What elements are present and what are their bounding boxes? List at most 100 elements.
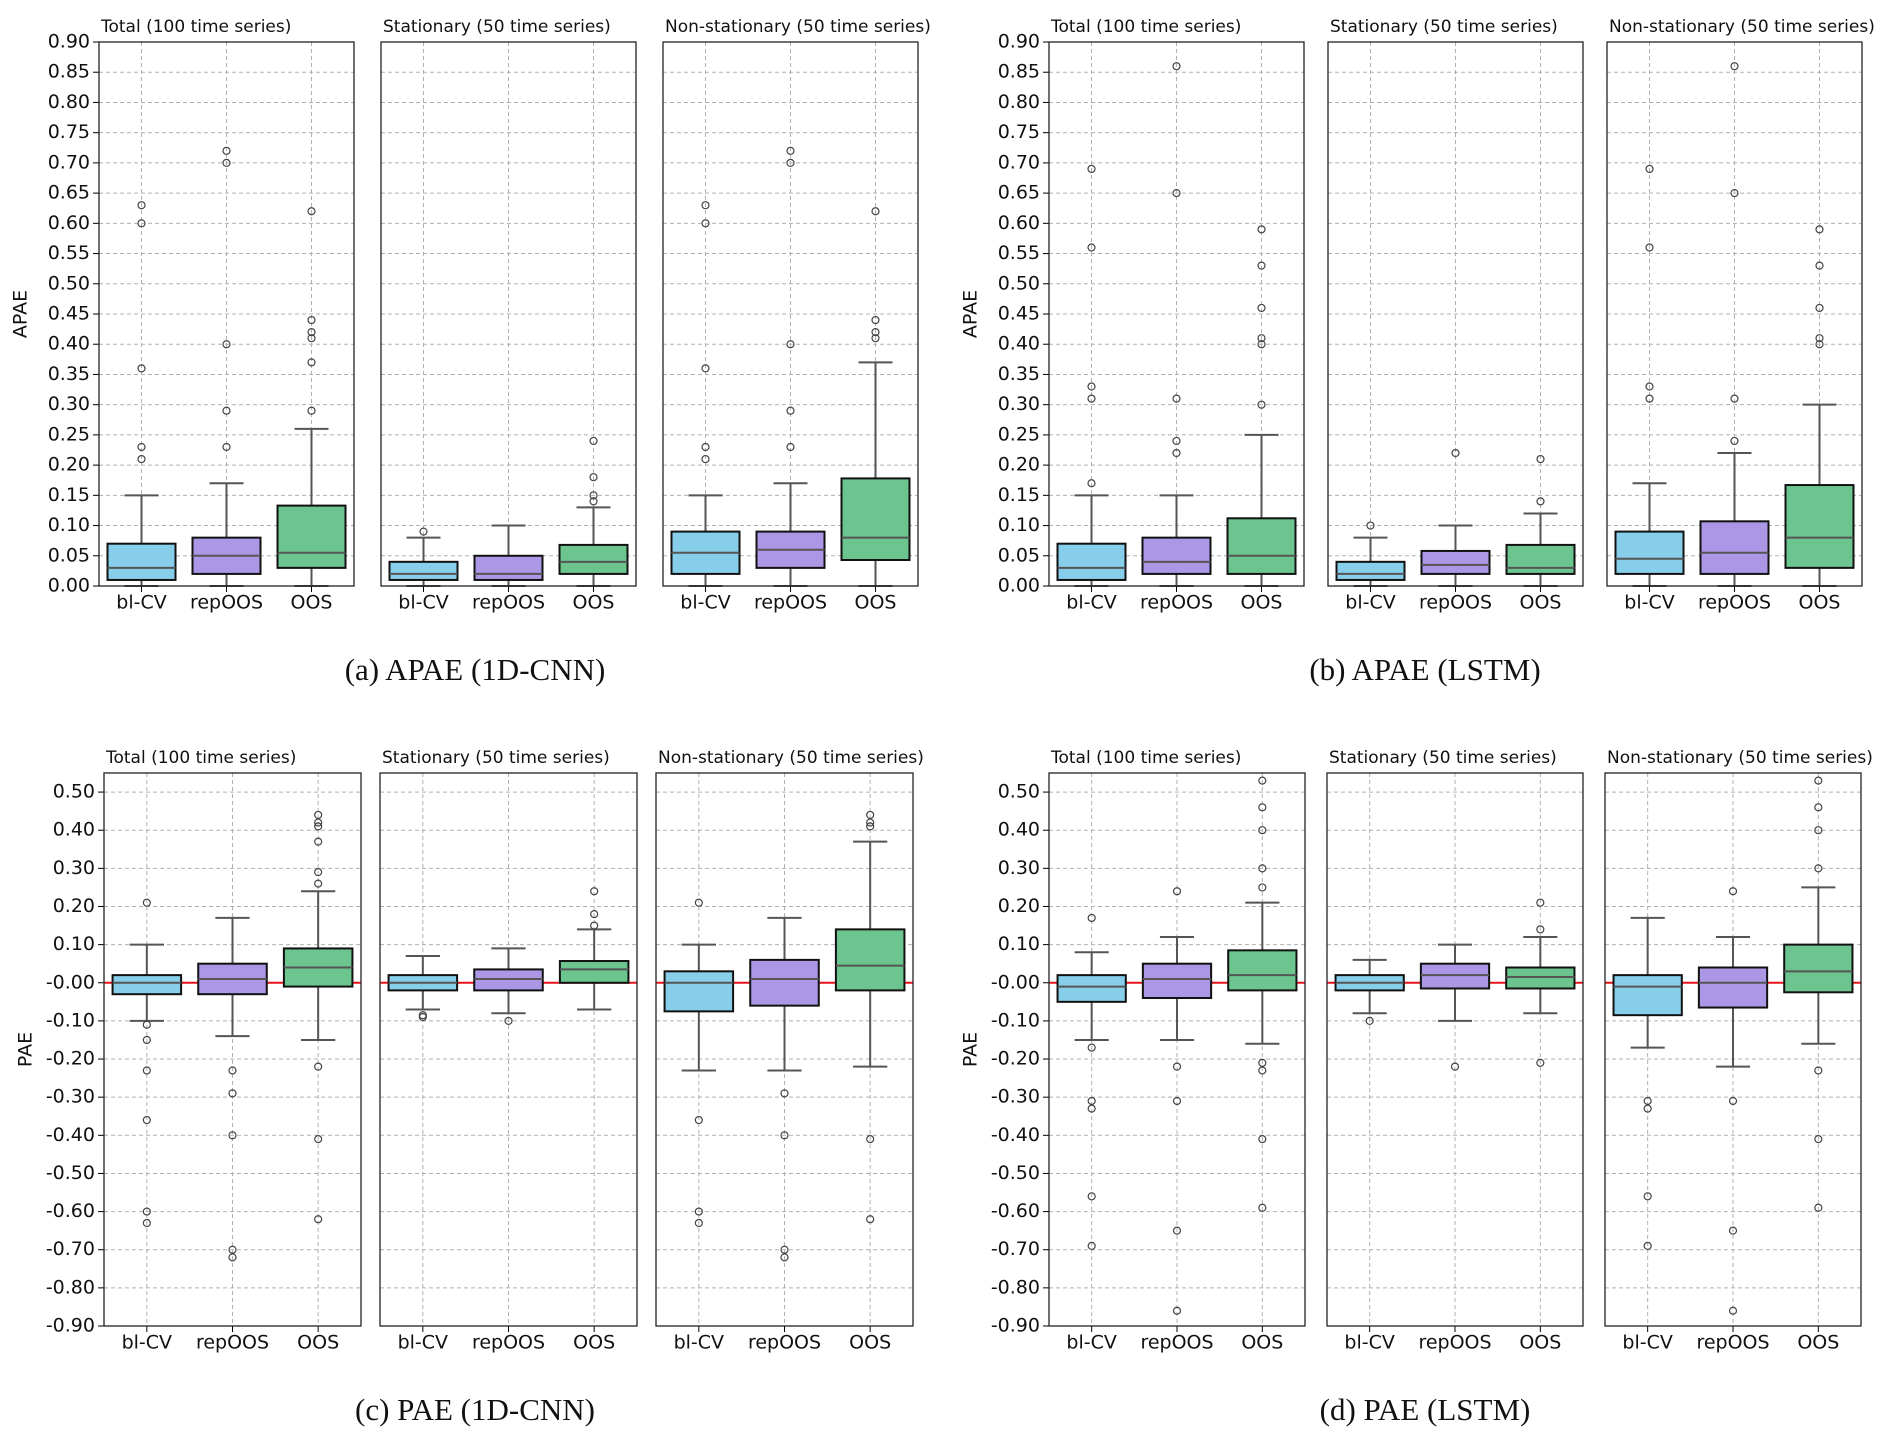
outlier [1172, 394, 1181, 403]
outlier [222, 340, 231, 349]
x-tick-label: bl-CV [680, 592, 730, 614]
outlier [1814, 1135, 1823, 1144]
outlier [222, 146, 231, 155]
y-tick-label: 0.85 [48, 61, 90, 83]
outlier [1814, 864, 1823, 873]
x-tick-label: repOOS [190, 592, 263, 614]
outlier [1728, 887, 1738, 896]
outlier [1728, 1226, 1738, 1235]
x-tick-label: bl-CV [674, 1332, 724, 1354]
box [1697, 966, 1769, 1009]
outlier [589, 436, 598, 446]
outlier [1258, 1066, 1267, 1075]
outlier [701, 219, 710, 228]
box [111, 974, 183, 996]
outlier [1257, 303, 1266, 313]
y-tick-label: 0.10 [48, 514, 90, 536]
outlier [1087, 913, 1096, 923]
box [840, 477, 911, 562]
axes-frame [1048, 41, 1305, 587]
outlier [866, 1135, 875, 1144]
x-tick-label: OOS [1241, 592, 1283, 614]
box [276, 504, 347, 569]
y-axis-label: APAE [960, 290, 982, 338]
y-tick-label: 0.40 [53, 819, 95, 841]
axes-frame [1048, 772, 1306, 1327]
x-tick-label: repOOS [1140, 1332, 1213, 1354]
x-tick-label: OOS [297, 1332, 339, 1354]
y-tick-label: -0.70 [991, 1238, 1040, 1260]
subplot: Stationary (50 time series) bl-CV repOOS OO… [380, 17, 637, 614]
y-tick-label: -0.50 [991, 1162, 1040, 1184]
box [1056, 974, 1127, 1003]
subplot-title: Stationary (50 time series) [382, 748, 610, 768]
outlier [314, 868, 323, 877]
box [663, 970, 735, 1013]
y-tick-label: 0.20 [998, 454, 1040, 476]
y-tick-label: 0.15 [998, 484, 1040, 506]
outlier [142, 1066, 151, 1075]
subplot: Total (100 time series) -0.90 -0.80 -0.70 -0… [46, 748, 362, 1354]
outlier [222, 158, 231, 167]
y-tick-label: 0.40 [48, 333, 90, 355]
subplot-title: Stationary (50 time series) [1330, 17, 1558, 37]
y-tick-label: -0.10 [46, 1009, 95, 1031]
outlier [1728, 1096, 1738, 1106]
outlier [314, 822, 323, 831]
outlier [589, 473, 598, 482]
outlier [1172, 1096, 1182, 1106]
box [106, 542, 177, 581]
outlier [701, 454, 710, 464]
y-tick-label: 0.05 [998, 544, 1040, 566]
outlier [1536, 898, 1545, 907]
outlier [1257, 261, 1266, 270]
y-tick-label: -0.30 [46, 1086, 95, 1108]
outlier [871, 207, 880, 216]
subplot-title: Total (100 time series) [1050, 748, 1241, 768]
outlier [780, 1245, 789, 1254]
outlier [1172, 62, 1181, 71]
outlier [1645, 382, 1654, 391]
outlier [786, 340, 795, 349]
y-tick-label: 0.20 [48, 454, 90, 476]
outlier [866, 1215, 875, 1224]
outlier [1815, 225, 1824, 234]
subplot-title: Non-stationary (50 time series) [658, 748, 924, 768]
outlier [589, 491, 598, 500]
outlier [694, 1207, 703, 1216]
subplot: Total (100 time series) 0.00 0.05 0.10 0.15 0… [48, 17, 355, 614]
outlier [1087, 1043, 1096, 1052]
outlier [1366, 521, 1375, 530]
y-tick-label: 0.30 [48, 393, 90, 415]
outlier [1087, 1192, 1096, 1201]
y-tick-label: 0.75 [998, 121, 1040, 143]
outlier [314, 1215, 323, 1224]
outlier [137, 442, 146, 452]
axes-frame [1604, 772, 1862, 1327]
y-tick-label: -0.10 [991, 1009, 1040, 1031]
subplot-title: Non-stationary (50 time series) [1607, 748, 1873, 768]
y-tick-label: 0.35 [48, 363, 90, 385]
caption: (b) APAE (LSTM) [1309, 652, 1540, 687]
y-tick-label: 0.50 [53, 781, 95, 803]
box [1612, 974, 1683, 1017]
outlier [137, 201, 146, 210]
outlier [137, 219, 146, 228]
subplot: Non-stationary (50 time series) bl-CV repO… [655, 748, 924, 1354]
outlier [307, 358, 316, 367]
outlier [1814, 1203, 1823, 1212]
x-tick-label: bl-CV [1624, 592, 1674, 614]
outlier [1258, 803, 1267, 812]
outlier [314, 879, 323, 888]
box [1226, 517, 1297, 575]
outlier [694, 1115, 703, 1125]
y-tick-label: 0.40 [998, 819, 1040, 841]
y-tick-label: -0.20 [46, 1048, 95, 1070]
outlier [1087, 243, 1096, 252]
outlier [222, 442, 231, 452]
outlier [1172, 448, 1181, 458]
outlier [1450, 1062, 1460, 1071]
outlier [137, 364, 146, 373]
outlier [1645, 243, 1654, 252]
outlier [1643, 1104, 1652, 1113]
